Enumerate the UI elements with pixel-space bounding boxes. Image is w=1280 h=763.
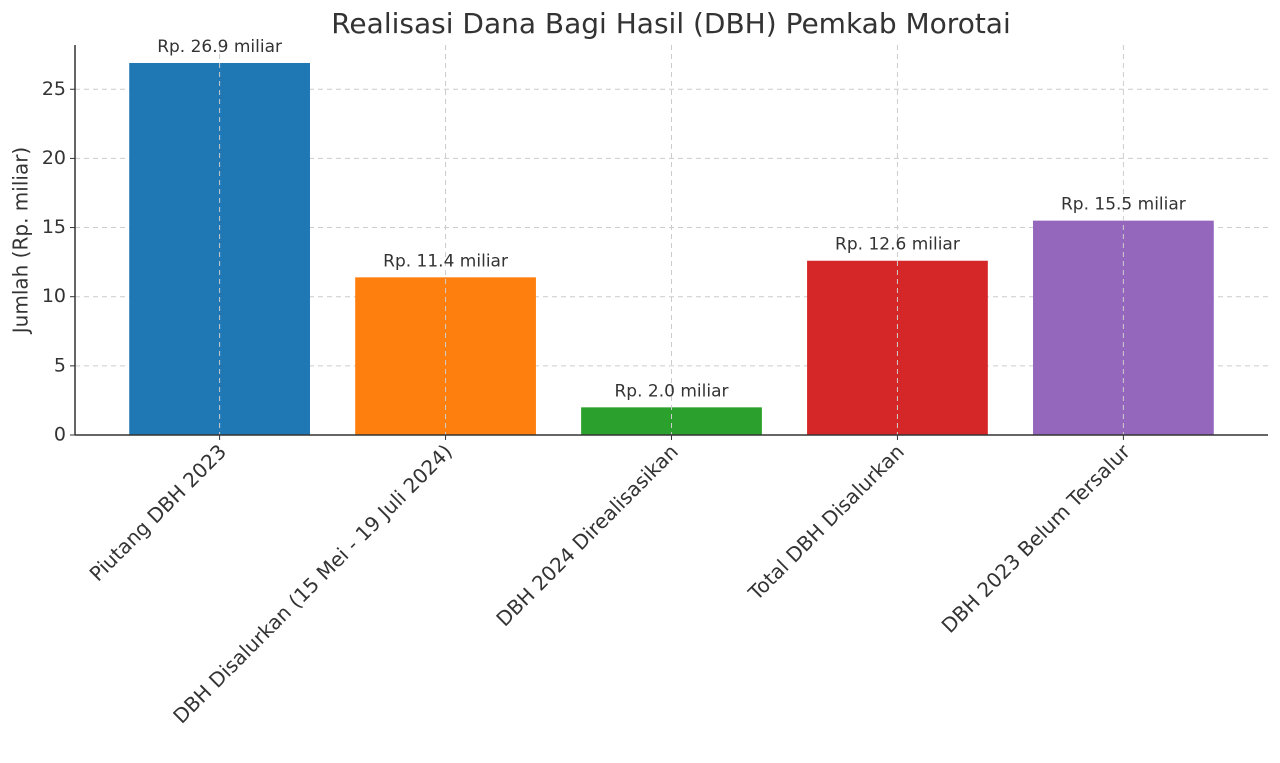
chart-title: Realisasi Dana Bagi Hasil (DBH) Pemkab M… — [331, 7, 1011, 40]
y-tick-label: 5 — [54, 354, 66, 376]
y-tick-label: 0 — [54, 424, 66, 446]
bar — [581, 407, 762, 435]
x-tick-label: Total DBH Disalurkan — [743, 439, 909, 605]
x-tick-label: Piutang DBH 2023 — [85, 439, 231, 585]
x-tick-label: DBH Disalurkan (15 Mei - 19 Juli 2024) — [168, 439, 457, 728]
y-tick-label: 10 — [42, 285, 66, 307]
value-label: Rp. 12.6 miliar — [835, 235, 960, 255]
value-label: Rp. 26.9 miliar — [157, 37, 282, 57]
value-label: Rp. 11.4 miliar — [383, 251, 508, 271]
value-label: Rp. 2.0 miliar — [615, 381, 729, 401]
y-tick-label: 20 — [42, 147, 66, 169]
y-tick-label: 25 — [42, 78, 66, 100]
x-tick-label: DBH 2024 Direalisasikan — [491, 439, 683, 631]
x-tick-label: DBH 2023 Belum Tersalur — [937, 439, 1136, 638]
value-label: Rp. 15.5 miliar — [1061, 195, 1186, 215]
y-axis-label: Jumlah (Rp. miliar) — [9, 147, 33, 335]
y-tick-label: 15 — [42, 216, 66, 238]
